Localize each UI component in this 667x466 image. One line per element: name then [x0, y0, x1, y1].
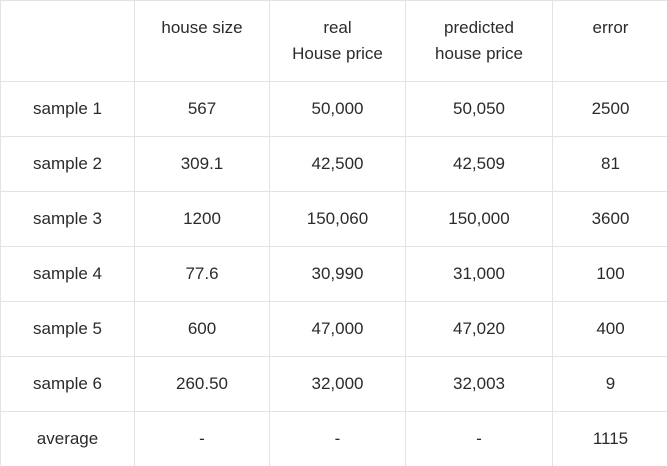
- table-cell: 47,020: [406, 302, 553, 357]
- table-cell: 400: [553, 302, 667, 357]
- table-cell: 9: [553, 357, 667, 412]
- table-cell: 567: [135, 82, 270, 137]
- table-row-label: sample 5: [1, 302, 135, 357]
- table-cell: 50,000: [270, 82, 406, 137]
- table-cell: 32,000: [270, 357, 406, 412]
- table-cell: 260.50: [135, 357, 270, 412]
- table-row-label: sample 2: [1, 137, 135, 192]
- table-cell: 1200: [135, 192, 270, 247]
- table-cell: 50,050: [406, 82, 553, 137]
- header-cell-predicted-price: predicted house price: [406, 1, 553, 82]
- table-cell: 42,500: [270, 137, 406, 192]
- header-cell-error: error: [553, 1, 667, 82]
- table-cell: 3600: [553, 192, 667, 247]
- table-cell: 77.6: [135, 247, 270, 302]
- table-cell: 42,509: [406, 137, 553, 192]
- table-cell: -: [270, 412, 406, 466]
- table-cell: 47,000: [270, 302, 406, 357]
- table-row-label: average: [1, 412, 135, 466]
- header-cell-empty: [1, 1, 135, 82]
- header-cell-house-size: house size: [135, 1, 270, 82]
- table-cell: 1115: [592, 429, 629, 448]
- table-cell: 150,000: [406, 192, 553, 247]
- table-cell: 309.1: [135, 137, 270, 192]
- table-row-label: sample 1: [1, 82, 135, 137]
- table-cell: 32,003: [406, 357, 553, 412]
- table-row-label: sample 4: [1, 247, 135, 302]
- table-cell: 2500: [553, 82, 667, 137]
- table-cell: -: [406, 412, 553, 466]
- table-cell: 30,990: [270, 247, 406, 302]
- table-cell: 600: [135, 302, 270, 357]
- table-row-label: sample 3: [1, 192, 135, 247]
- header-cell-real-price: real House price: [270, 1, 406, 82]
- table-cell: 100: [553, 247, 667, 302]
- table-cell: 81: [553, 137, 667, 192]
- table-cell: -: [135, 412, 270, 466]
- table-row-label: sample 6: [1, 357, 135, 412]
- table-cell: 31,000: [406, 247, 553, 302]
- table-cell: 150,060: [270, 192, 406, 247]
